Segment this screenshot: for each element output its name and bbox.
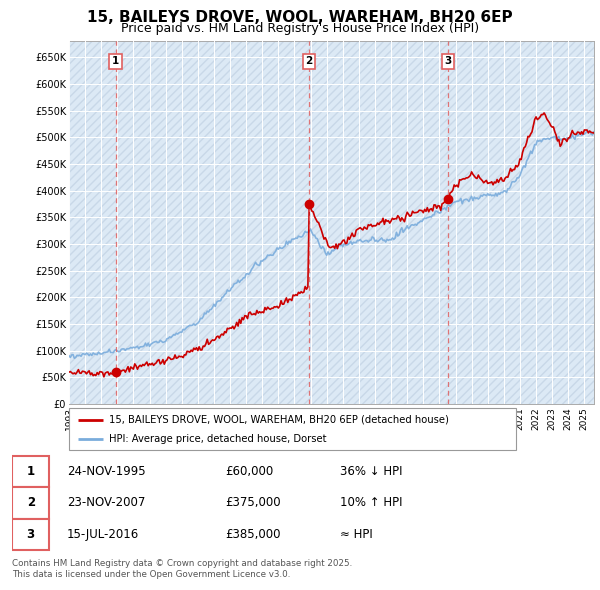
- Text: 3: 3: [26, 527, 35, 540]
- Text: £385,000: £385,000: [225, 527, 281, 540]
- Text: 36% ↓ HPI: 36% ↓ HPI: [340, 466, 403, 478]
- FancyBboxPatch shape: [12, 519, 49, 550]
- Text: 1: 1: [112, 56, 119, 66]
- Text: 15, BAILEYS DROVE, WOOL, WAREHAM, BH20 6EP: 15, BAILEYS DROVE, WOOL, WAREHAM, BH20 6…: [87, 10, 513, 25]
- Text: 2: 2: [305, 56, 313, 66]
- FancyBboxPatch shape: [12, 487, 49, 519]
- Text: £375,000: £375,000: [225, 496, 281, 510]
- Text: 15, BAILEYS DROVE, WOOL, WAREHAM, BH20 6EP (detached house): 15, BAILEYS DROVE, WOOL, WAREHAM, BH20 6…: [109, 415, 449, 425]
- Text: £60,000: £60,000: [225, 466, 274, 478]
- Text: 24-NOV-1995: 24-NOV-1995: [67, 466, 145, 478]
- Text: 10% ↑ HPI: 10% ↑ HPI: [340, 496, 403, 510]
- Text: 2: 2: [26, 496, 35, 510]
- Text: 3: 3: [445, 56, 452, 66]
- Text: Contains HM Land Registry data © Crown copyright and database right 2025.
This d: Contains HM Land Registry data © Crown c…: [12, 559, 352, 579]
- FancyBboxPatch shape: [12, 456, 49, 487]
- Text: HPI: Average price, detached house, Dorset: HPI: Average price, detached house, Dors…: [109, 434, 327, 444]
- Text: ≈ HPI: ≈ HPI: [340, 527, 373, 540]
- Text: Price paid vs. HM Land Registry's House Price Index (HPI): Price paid vs. HM Land Registry's House …: [121, 22, 479, 35]
- Text: 23-NOV-2007: 23-NOV-2007: [67, 496, 145, 510]
- Text: 1: 1: [26, 466, 35, 478]
- FancyBboxPatch shape: [69, 408, 516, 450]
- Text: 15-JUL-2016: 15-JUL-2016: [67, 527, 139, 540]
